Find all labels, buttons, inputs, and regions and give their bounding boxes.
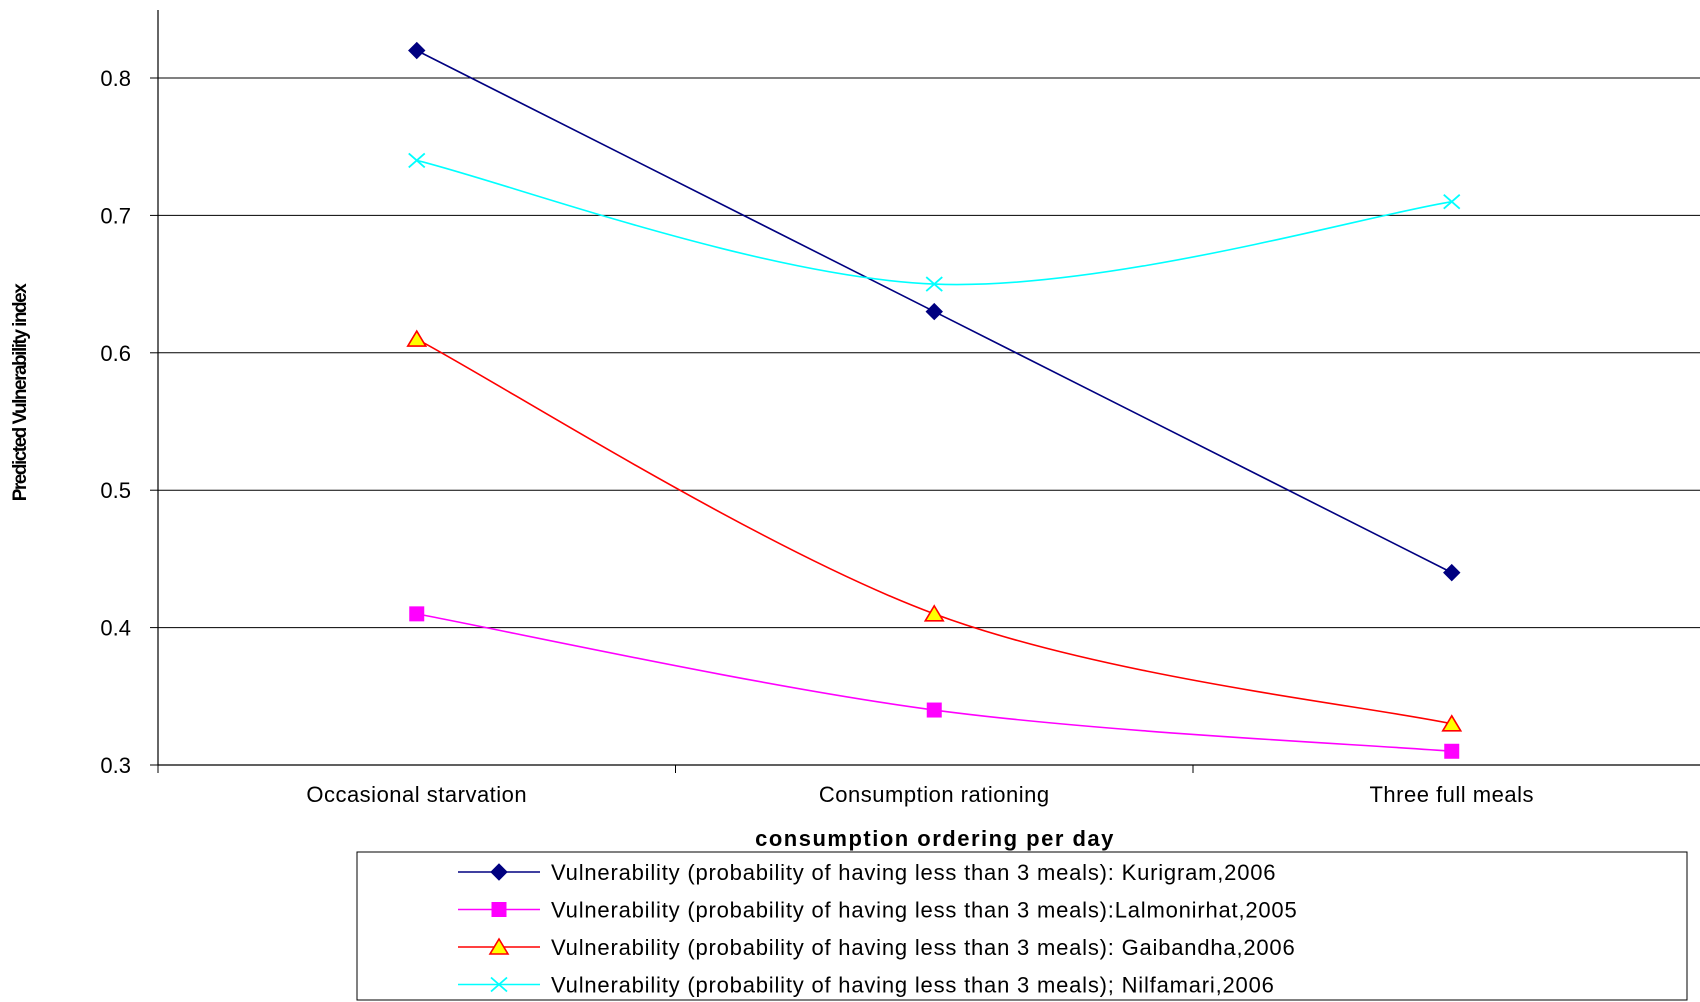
data-point-x	[408, 152, 426, 169]
y-tick-label: 0.6	[100, 341, 131, 366]
legend-marker-x	[490, 976, 508, 993]
y-tick-label: 0.8	[100, 66, 131, 91]
legend-item: Vulnerability (probability of having les…	[458, 898, 1298, 923]
legend-box	[356, 851, 1688, 1001]
data-point-triangle	[406, 329, 428, 347]
legend-item: Vulnerability (probability of having les…	[458, 935, 1296, 960]
legend-label: Vulnerability (probability of having les…	[551, 898, 1298, 923]
legend-label: Vulnerability (probability of having les…	[551, 860, 1276, 885]
data-point-x	[925, 276, 943, 292]
x-tick-labels: Occasional starvation Consumption rationi…	[306, 782, 1534, 807]
series-line	[416, 338, 1452, 725]
series-lines	[406, 41, 1463, 759]
data-point-diamond	[408, 41, 426, 60]
gridlines	[158, 77, 1700, 629]
x-tick-label: Occasional starvation	[306, 782, 527, 807]
legend-marker-square	[491, 902, 507, 917]
series-0	[408, 41, 1461, 582]
legend-marker-triangle	[488, 937, 510, 955]
data-point-x	[1443, 193, 1461, 210]
legend-marker-diamond	[490, 863, 508, 881]
x-tick-label: Three full meals	[1369, 782, 1534, 807]
legend-label: Vulnerability (probability of having les…	[551, 935, 1296, 960]
y-tick-label: 0.5	[100, 478, 131, 503]
series-3	[408, 152, 1461, 292]
data-point-square	[1444, 743, 1460, 759]
data-point-square	[926, 702, 942, 718]
legend-item: Vulnerability (probability of having les…	[458, 860, 1276, 885]
legend: Vulnerability (probability of having les…	[356, 851, 1688, 1001]
y-tick-labels: 0.3 0.4 0.5 0.6 0.7 0.8	[100, 66, 131, 778]
series-line	[416, 613, 1452, 753]
axes	[150, 10, 1700, 773]
series-1	[409, 606, 1460, 759]
data-point-triangle	[923, 604, 945, 622]
legend-label: Vulnerability (probability of having les…	[551, 973, 1275, 998]
y-axis-label: Predicted Vulnerability index	[10, 283, 31, 502]
y-tick-label: 0.3	[100, 753, 131, 778]
x-tick-label: Consumption rationing	[819, 782, 1050, 807]
legend-item: Vulnerability (probability of having les…	[458, 973, 1275, 998]
series-line	[416, 159, 1452, 286]
data-point-triangle	[1441, 714, 1463, 732]
data-point-square	[409, 606, 425, 622]
y-tick-label: 0.7	[100, 203, 131, 228]
x-axis-label: consumption ordering per day	[755, 826, 1115, 851]
data-point-diamond	[1443, 563, 1461, 582]
series-2	[406, 329, 1463, 732]
y-tick-label: 0.4	[100, 616, 131, 641]
data-point-diamond	[925, 302, 943, 321]
